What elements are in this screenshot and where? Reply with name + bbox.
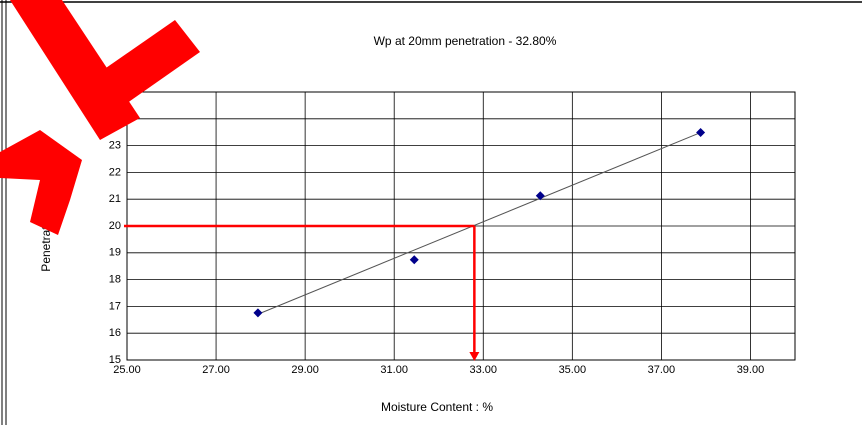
- trendline: [260, 131, 702, 314]
- y-tick-label: 20: [109, 220, 121, 232]
- x-axis-title: Moisture Content : %: [381, 400, 493, 414]
- stamp-stroke: [0, 130, 82, 235]
- x-tick-label: 25.00: [113, 364, 141, 376]
- x-tick-label: 33.00: [470, 364, 498, 376]
- data-point: [696, 127, 706, 137]
- x-tick-label: 27.00: [202, 364, 230, 376]
- y-tick-label: 17: [109, 300, 121, 312]
- x-tick-label: 35.00: [559, 364, 587, 376]
- x-tick-label: 31.00: [380, 364, 408, 376]
- x-tick-label: 37.00: [648, 364, 676, 376]
- data-point: [253, 308, 263, 318]
- data-point: [535, 191, 545, 201]
- y-tick-label: 18: [109, 274, 121, 286]
- y-tick-label: 22: [109, 166, 121, 178]
- y-tick-label: 21: [109, 193, 121, 205]
- x-tick-label: 39.00: [737, 364, 765, 376]
- y-tick-label: 19: [109, 247, 121, 259]
- y-tick-label: 23: [109, 140, 121, 152]
- y-tick-label: 16: [109, 327, 121, 339]
- y-tick-label: 15: [109, 354, 121, 366]
- stamp-stroke: [80, 20, 200, 122]
- plot-area: 151617181920212223242525.0027.0029.0031.…: [109, 86, 796, 376]
- x-tick-label: 29.00: [291, 364, 319, 376]
- data-point: [409, 255, 419, 265]
- chart-title: Wp at 20mm penetration - 32.80%: [374, 34, 557, 48]
- stamp-overlay: [0, 0, 200, 235]
- target-arrowhead: [469, 352, 480, 361]
